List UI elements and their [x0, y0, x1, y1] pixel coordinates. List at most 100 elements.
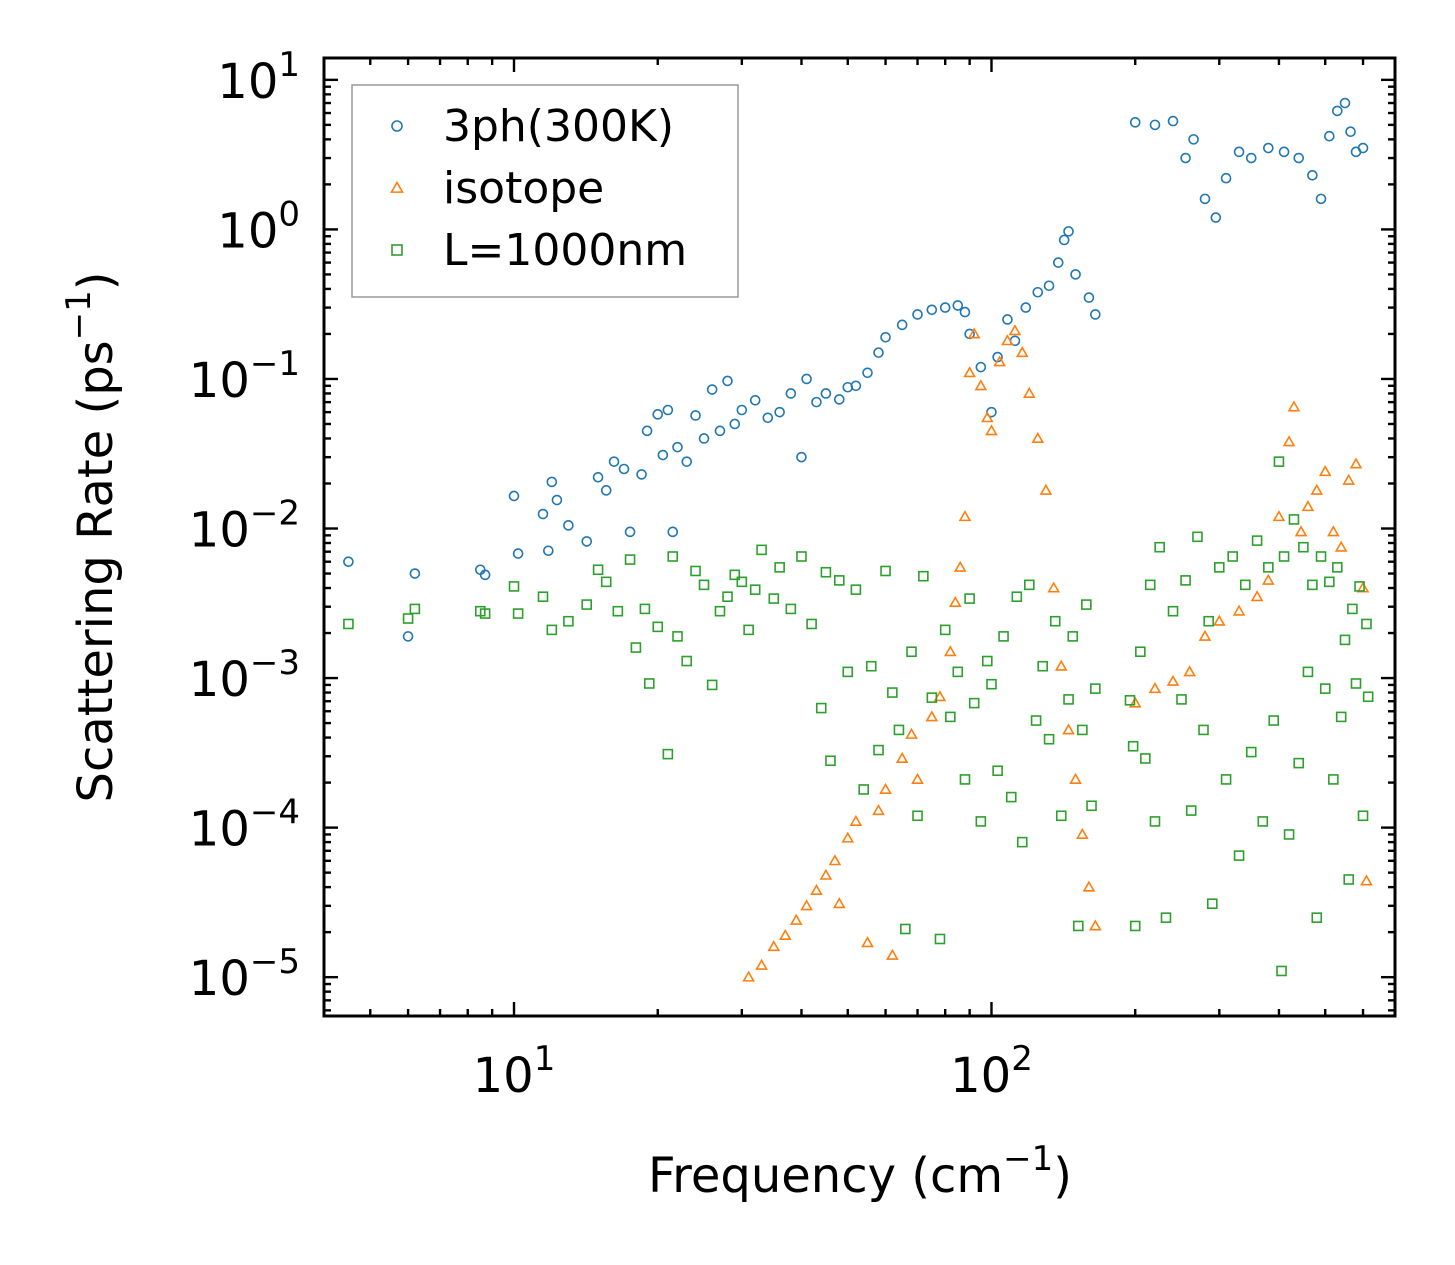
- data-point-circle: [820, 388, 832, 399]
- data-point-square: [1273, 456, 1285, 467]
- data-point-square: [912, 810, 923, 822]
- data-point-square: [768, 593, 780, 604]
- legend-marker-square-icon: [391, 244, 403, 256]
- legend-entry: 3ph(300K): [391, 101, 674, 152]
- data-point-square: [1011, 591, 1023, 602]
- data-point-triangle: [949, 595, 962, 608]
- data-point-triangle: [1166, 674, 1180, 686]
- x-tick-label: 102: [950, 1039, 1033, 1104]
- data-point-square: [714, 605, 726, 617]
- y-tick-label: 10−5: [189, 942, 300, 1007]
- data-point-square: [756, 544, 767, 556]
- data-point-triangle: [1088, 919, 1102, 931]
- data-point-square: [1298, 541, 1309, 553]
- data-point-circle: [402, 631, 414, 642]
- data-point-square: [1361, 618, 1372, 630]
- data-point-circle: [1188, 134, 1199, 145]
- data-point-triangle: [832, 897, 846, 909]
- data-point-square: [939, 624, 951, 636]
- legend-label: isotope: [443, 163, 604, 214]
- data-points-layer: [343, 97, 1374, 982]
- data-point-triangle: [963, 366, 976, 378]
- data-point-triangle: [1148, 682, 1162, 694]
- data-point-circle: [479, 569, 491, 581]
- data-point-circle: [1129, 117, 1141, 128]
- data-point-circle: [1220, 172, 1232, 184]
- data-point-circle: [543, 545, 554, 557]
- data-point-square: [1268, 715, 1280, 726]
- data-point-square: [1086, 800, 1097, 812]
- legend-label: 3ph(300K): [443, 101, 674, 152]
- data-point-circle: [1002, 314, 1013, 325]
- data-point-circle: [1058, 234, 1070, 246]
- data-point-circle: [1245, 152, 1257, 164]
- data-point-triangle: [980, 411, 994, 423]
- data-point-circle: [1090, 309, 1101, 320]
- data-point-square: [581, 599, 593, 610]
- data-point-triangle: [925, 710, 939, 722]
- data-point-square: [706, 679, 718, 691]
- data-point-square: [1315, 551, 1327, 562]
- data-point-square: [1016, 836, 1028, 848]
- data-point-square: [880, 565, 891, 577]
- x-axis-label-tail: ): [1053, 1148, 1072, 1204]
- data-point-circle: [1293, 152, 1305, 164]
- x-axis-label-sup: −1: [1003, 1139, 1053, 1179]
- data-point-triangle: [1349, 457, 1363, 469]
- data-point-circle: [801, 373, 812, 385]
- legend-label: L=1000nm: [443, 225, 687, 276]
- data-point-square: [546, 624, 558, 636]
- data-point-circle: [618, 463, 630, 475]
- data-point-circle: [672, 441, 683, 453]
- data-point-square: [900, 923, 911, 935]
- data-point-square: [1144, 579, 1156, 591]
- data-point-circle: [1180, 152, 1191, 164]
- data-point-square: [1293, 757, 1305, 769]
- data-point-square: [945, 711, 956, 723]
- data-point-triangle: [828, 854, 842, 866]
- data-point-square: [865, 660, 877, 672]
- data-point-circle: [1210, 212, 1222, 223]
- data-point-square: [1124, 695, 1136, 706]
- svg-text:Scattering Rate (ps−1): Scattering Rate (ps−1): [59, 271, 124, 802]
- data-point-circle: [592, 472, 604, 483]
- y-tick-label: 10−2: [189, 494, 300, 559]
- data-point-square: [1198, 724, 1209, 736]
- data-point-square: [1192, 531, 1203, 543]
- y-tick-label: 10−4: [189, 793, 300, 858]
- data-point-circle: [762, 412, 774, 424]
- data-point-triangle: [819, 868, 833, 880]
- data-point-square: [736, 576, 748, 588]
- data-point-square: [624, 554, 636, 565]
- data-point-triangle: [944, 645, 957, 657]
- data-point-square: [479, 608, 491, 619]
- series-square-group: [343, 456, 1374, 977]
- data-point-triangle: [958, 510, 972, 522]
- data-point-circle: [729, 418, 741, 430]
- legend-marker-circle-icon: [391, 120, 403, 132]
- data-point-circle: [624, 526, 636, 538]
- data-point-circle: [690, 410, 701, 421]
- data-point-triangle: [1198, 629, 1212, 641]
- data-point-square: [1324, 576, 1335, 588]
- legend-entry: L=1000nm: [391, 225, 687, 276]
- data-point-square: [992, 765, 1003, 777]
- data-point-circle: [939, 302, 951, 313]
- axis-ticks: 101 102 101 100 10−1 10−2 10−3 10−4 10−5: [189, 45, 1397, 1104]
- data-point-square: [1063, 694, 1074, 705]
- data-point-square: [952, 666, 964, 678]
- data-point-triangle: [1047, 581, 1061, 593]
- data-point-circle: [581, 536, 593, 547]
- data-point-square: [1023, 579, 1035, 591]
- data-point-triangle: [1001, 334, 1014, 346]
- data-point-triangle: [1342, 473, 1356, 485]
- data-point-square: [1311, 912, 1323, 923]
- data-point-square: [1227, 551, 1238, 562]
- data-point-circle: [736, 404, 748, 416]
- data-point-square: [1135, 646, 1146, 658]
- data-point-triangle: [755, 958, 768, 970]
- plot-area-frame: [322, 56, 1397, 1018]
- data-point-circle: [1052, 257, 1064, 268]
- data-point-circle: [1032, 286, 1044, 298]
